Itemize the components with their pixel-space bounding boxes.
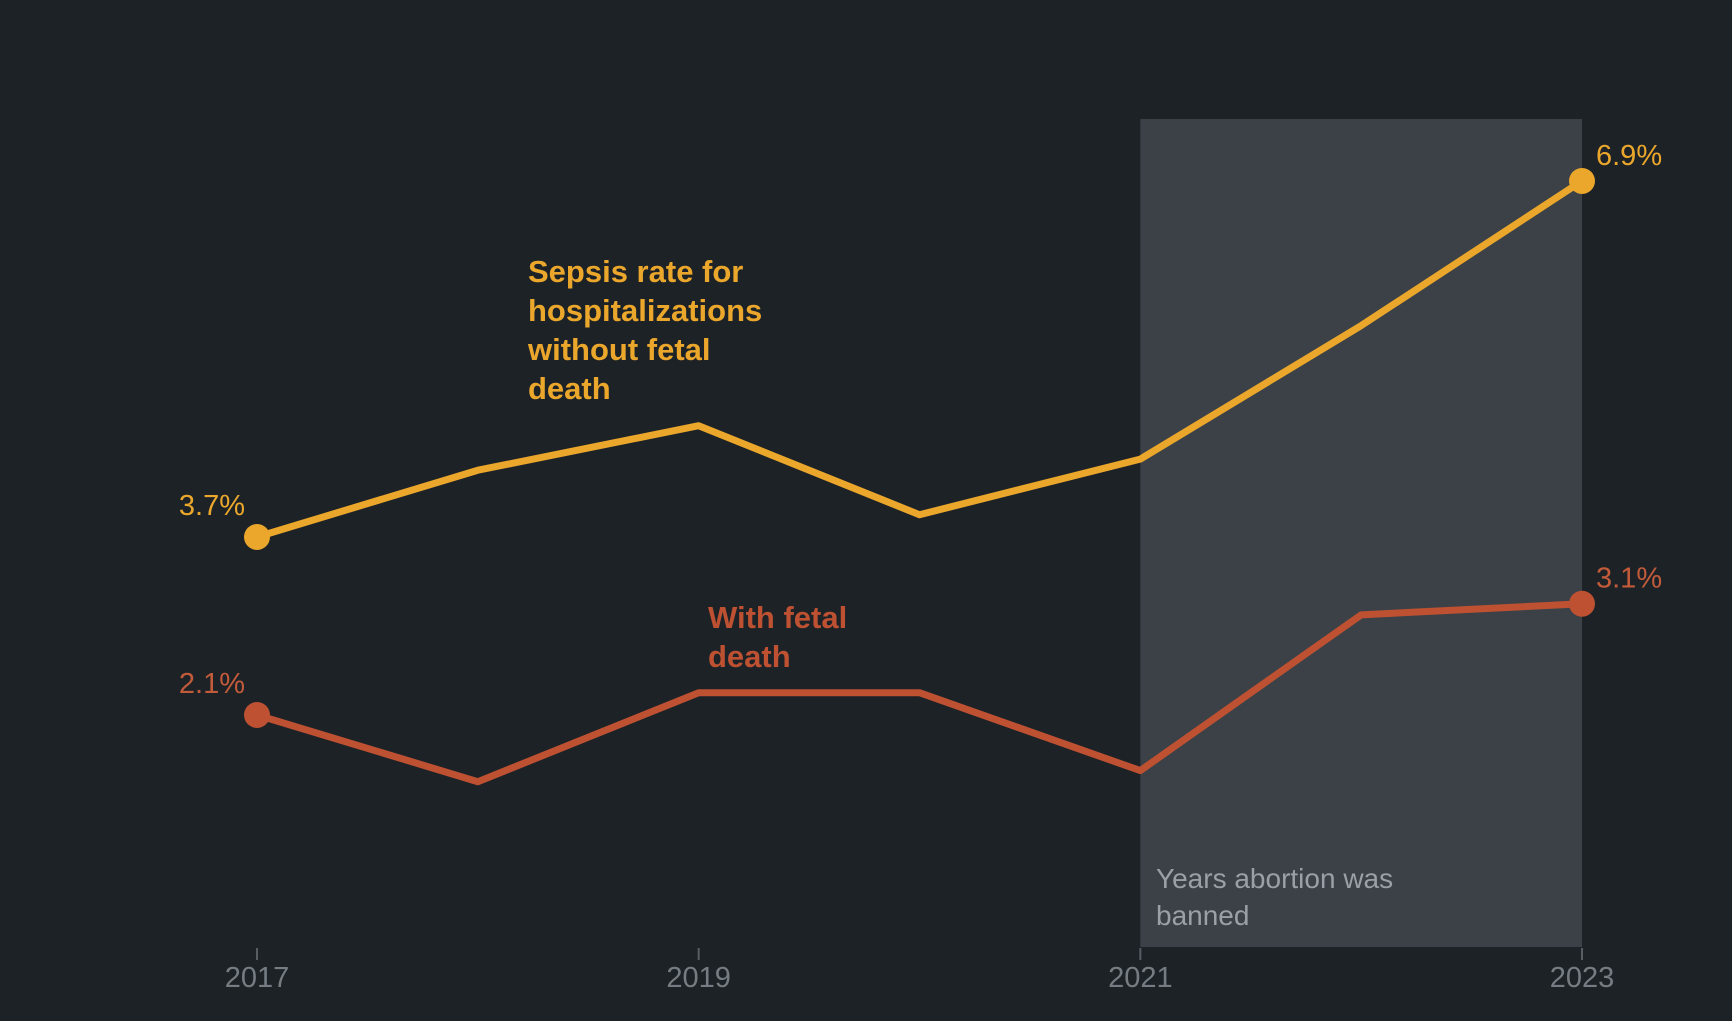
x-axis-tick-label: 2023	[1550, 962, 1615, 994]
banned-years-region	[1140, 119, 1582, 947]
x-axis-tick-label: 2019	[666, 962, 731, 994]
x-axis-tick-label: 2021	[1108, 962, 1173, 994]
value-label: 6.9%	[1596, 140, 1662, 172]
series-line-1	[253, 600, 1586, 786]
value-label: 2.1%	[179, 668, 245, 700]
data-point-dot	[1569, 590, 1595, 617]
x-axis-tick-label: 2017	[225, 962, 290, 994]
series-label-without-fetal-death: Sepsis rate for hospitalizations without…	[528, 254, 763, 406]
data-point-dot	[1569, 167, 1595, 194]
data-point-dot	[244, 523, 270, 550]
data-point-dot	[244, 701, 270, 728]
value-label: 3.1%	[1596, 563, 1662, 595]
value-label: 3.7%	[179, 490, 245, 522]
series-label-with-fetal-death: With fetal death	[708, 600, 848, 674]
banned-years-region-label: Years abortion was banned	[1156, 863, 1394, 931]
series-line-0	[253, 177, 1586, 541]
